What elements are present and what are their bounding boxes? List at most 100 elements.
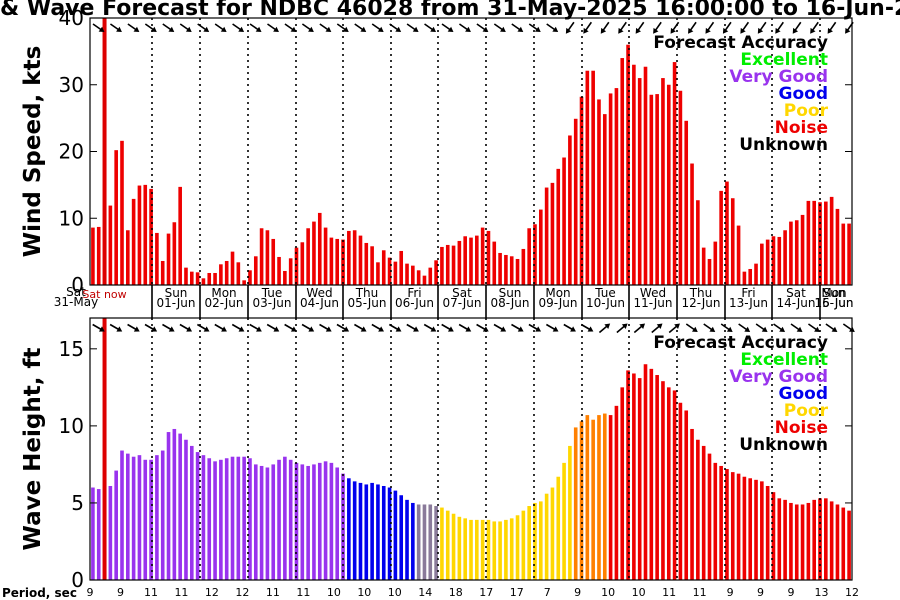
wave-bar (562, 462, 566, 580)
period-tick-label: 18 (449, 586, 463, 599)
wave-bar (783, 499, 787, 580)
day-name-label: Thu (355, 286, 379, 300)
wind-bar (643, 66, 648, 285)
day-name-label: Fri (407, 286, 421, 300)
wind-bar (265, 230, 270, 285)
wave-bar (475, 519, 479, 580)
wind-bar (428, 267, 433, 285)
wind-bar (300, 242, 305, 285)
day-date-label: 31-May (54, 295, 98, 309)
period-tick-label: 17 (479, 586, 493, 599)
wind-legend-item: Excellent (740, 50, 828, 70)
wind-bar (701, 247, 706, 285)
wave-direction-arrow (354, 323, 367, 332)
wind-direction-arrow (109, 23, 122, 33)
wind-direction-arrow (441, 23, 454, 33)
wind-legend-item: Good (779, 84, 828, 104)
wind-direction-arrow (757, 21, 767, 34)
wave-bar (411, 502, 415, 580)
wave-bar (602, 413, 607, 580)
wind-bar (847, 223, 851, 285)
period-tick-label: 10 (632, 586, 646, 599)
wind-bar (818, 202, 822, 285)
wind-bar (690, 163, 694, 285)
wave-bar (480, 519, 485, 580)
wave-bar (387, 487, 392, 580)
wind-direction-arrow (336, 23, 349, 33)
period-tick-label: 11 (693, 586, 707, 599)
wave-bar (498, 521, 502, 580)
wave-bar (789, 502, 793, 580)
wave-bar (434, 506, 438, 580)
wind-bar (236, 262, 241, 285)
day-name-label: Tue (261, 286, 283, 300)
wind-bar (143, 184, 148, 286)
day-date-label: 16-Jun (814, 296, 853, 310)
wave-bar (707, 453, 712, 580)
wind-bar (812, 200, 816, 285)
wind-bar (794, 220, 799, 285)
wave-bar (265, 467, 270, 580)
wind-direction-arrow (618, 21, 627, 34)
wind-bar (399, 250, 404, 285)
wind-bar (550, 182, 555, 285)
wind-bar (120, 140, 124, 285)
wave-bar (591, 419, 595, 580)
period-tick-label: 17 (510, 586, 524, 599)
period-tick-label: 11 (174, 586, 188, 599)
period-tick-label: 11 (144, 586, 158, 599)
wind-bar (230, 251, 235, 286)
day-date-label: 06-Jun (395, 296, 434, 310)
wave-direction-arrow (371, 323, 384, 332)
wave-direction-arrow (284, 323, 297, 332)
wave-direction-arrow (598, 323, 611, 334)
wave-legend-item: Unknown (739, 435, 828, 455)
wind-bar (149, 188, 153, 285)
day-label-strip: Sat31-MaySun01-JunMon02-JunTue03-JunWed0… (54, 285, 854, 318)
wind-direction-arrow (197, 23, 210, 33)
wave-bar (719, 465, 723, 580)
wave-bar (422, 504, 427, 580)
wave-bars (91, 364, 851, 580)
wind-direction-arrow (424, 23, 437, 33)
wind-direction-arrow (232, 23, 245, 33)
wave-bar (794, 504, 799, 580)
day-date-label: 05-Jun (347, 296, 386, 310)
wave-bar (201, 455, 206, 580)
wind-bar (824, 201, 828, 285)
day-name-label: Wed (640, 286, 666, 300)
wind-bar (137, 185, 142, 285)
wave-bar (684, 410, 689, 580)
wave-bar (120, 450, 124, 580)
wind-bar (405, 263, 409, 285)
day-name-label: Wed (306, 286, 332, 300)
wave-bar (672, 390, 677, 580)
wave-bar (614, 405, 619, 580)
wave-bar (469, 519, 473, 580)
wind-bar (96, 226, 101, 285)
wave-bar (550, 487, 555, 580)
wind-direction-arrow (635, 21, 645, 34)
wave-bar (253, 464, 258, 580)
wind-ytick-label: 10 (59, 206, 84, 230)
wave-bar (486, 519, 491, 580)
wave-bar (713, 462, 718, 580)
wave-direction-arrow (545, 323, 559, 332)
period-tick-label: 14 (418, 586, 432, 599)
wave-bar (108, 485, 113, 580)
wind-bar (160, 260, 165, 285)
wave-bar (620, 387, 625, 580)
wind-bar (219, 264, 223, 285)
day-date-label: 04-Jun (300, 296, 339, 310)
wave-bar (725, 469, 729, 580)
wind-bar (672, 62, 677, 286)
wind-direction-arrow (775, 21, 784, 34)
wind-direction-arrow (476, 23, 489, 33)
wind-bar (684, 120, 689, 285)
wind-bar (440, 246, 444, 285)
wind-ytick-label: 0 (71, 273, 84, 297)
wind-legend-item: Unknown (739, 135, 828, 155)
wave-direction-arrow (616, 323, 628, 334)
wave-bar (352, 481, 357, 580)
wave-bar (312, 464, 316, 580)
